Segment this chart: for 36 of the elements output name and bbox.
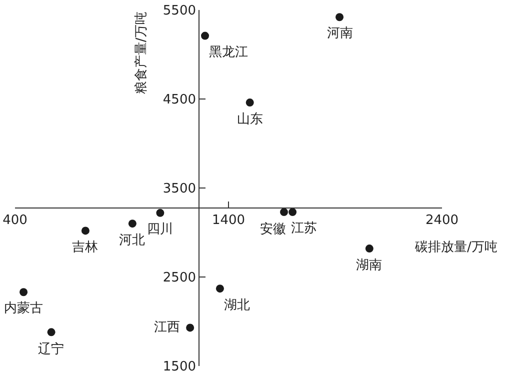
annotation: 四川 <box>147 222 173 237</box>
point <box>288 208 297 216</box>
point <box>365 244 374 253</box>
point <box>186 324 194 332</box>
annotation: 湖北 <box>224 298 250 313</box>
point <box>336 13 344 22</box>
x-tick-label: 1400 <box>212 213 246 228</box>
annotation: 黑龙江 <box>209 45 248 60</box>
annotation: 安徽 <box>260 221 286 237</box>
point <box>47 328 56 336</box>
y-axis-title: 粮食产量/万吨 <box>134 12 150 94</box>
y-tick-label: 1500 <box>162 360 196 375</box>
point <box>280 208 288 216</box>
y-tick-label: 2500 <box>162 270 196 286</box>
annotation: 河南 <box>327 26 353 41</box>
annotation: 江苏 <box>291 221 317 236</box>
point <box>246 98 254 107</box>
annotation: 湖南 <box>356 258 382 273</box>
point <box>128 220 136 228</box>
y-tick-label: 5500 <box>162 4 196 19</box>
point <box>20 288 28 296</box>
annotation: 辽宁 <box>38 341 64 357</box>
annotation: 内蒙古 <box>4 301 43 316</box>
x-tick-label: 400 <box>2 213 28 228</box>
y-tick-label: 3500 <box>162 182 196 197</box>
point <box>216 284 224 293</box>
x-axis-title: 碳排放量/万吨 <box>414 240 498 255</box>
point <box>201 32 210 40</box>
annotation: 江西 <box>154 320 180 335</box>
point <box>156 208 164 217</box>
x-tick-label: 2400 <box>425 213 459 228</box>
annotation: 山东 <box>237 112 263 127</box>
y-tick-label: 4500 <box>162 92 196 108</box>
annotation: 河北 <box>119 233 145 248</box>
annotation: 吉林 <box>72 240 98 255</box>
point <box>81 226 90 235</box>
